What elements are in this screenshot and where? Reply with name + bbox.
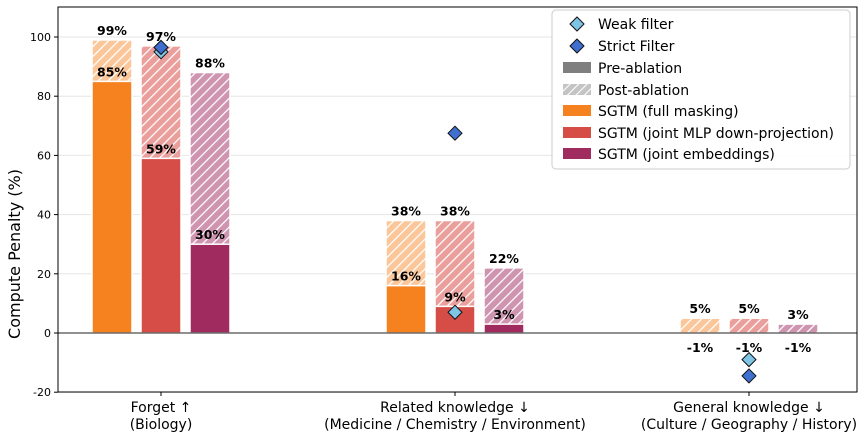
category-sublabel: (Biology)	[130, 417, 193, 433]
post-ablation-label: 5%	[738, 301, 760, 316]
y-tick-label: 80	[37, 90, 51, 103]
legend: Weak filter Strict Filter Pre-ablation P…	[551, 9, 851, 170]
weak-filter-marker	[741, 351, 757, 368]
strict-filter-marker	[153, 39, 169, 56]
pre-ablation-label: 3%	[493, 307, 515, 322]
weak-filter-marker	[447, 304, 463, 320]
legend-pre-swatch	[563, 62, 591, 73]
legend-pre-label: Pre-ablation	[598, 61, 682, 77]
y-tick-label: 40	[37, 209, 51, 222]
y-axis-ticks: -20 0 20 40 60 80 100	[30, 31, 58, 399]
pre-ablation-bar	[140, 157, 182, 334]
legend-strict-marker	[569, 38, 585, 54]
pre-ablation-label: 30%	[195, 227, 225, 242]
category-sublabel: (Culture / Geography / History)	[641, 417, 857, 433]
legend-weak-label: Weak filter	[598, 17, 674, 33]
category-label: Related knowledge ↓	[380, 400, 530, 416]
axes-frame	[57, 6, 858, 393]
legend-strict-label: Strict Filter	[598, 39, 675, 55]
category-sublabel: (Medicine / Chemistry / Environment)	[324, 417, 586, 433]
y-tick-label: 60	[37, 149, 51, 162]
bars	[91, 39, 819, 334]
legend-s1-label: SGTM (full masking)	[598, 104, 739, 120]
pre-ablation-label: 85%	[97, 64, 127, 79]
legend-s1-swatch	[563, 105, 591, 116]
filter-markers	[153, 39, 757, 384]
pre-ablation-bar	[189, 243, 231, 334]
post-ablation-label: 3%	[787, 307, 809, 322]
strict-filter-marker	[741, 368, 757, 384]
pre-ablation-label: -1%	[687, 340, 714, 355]
y-axis-label: Compute Penalty (%)	[5, 169, 24, 339]
legend-post-label: Post-ablation	[598, 83, 689, 99]
pre-ablation-label: -1%	[736, 340, 763, 355]
legend-s3-label: SGTM (joint embeddings)	[598, 147, 775, 163]
post-ablation-bar	[679, 317, 721, 334]
legend-box	[551, 9, 851, 170]
post-ablation-label: 97%	[146, 29, 176, 44]
post-ablation-label: 22%	[489, 251, 519, 266]
post-ablation-label: 99%	[97, 23, 127, 38]
post-ablation-label: 88%	[195, 56, 225, 71]
pre-ablation-bar	[385, 284, 427, 334]
category-label: Forget ↑	[131, 400, 192, 416]
x-axis-labels: Forget ↑(Biology) Related knowledge ↓(Med…	[130, 392, 857, 433]
legend-weak-marker	[569, 16, 585, 32]
post-ablation-label: 38%	[440, 204, 470, 219]
pre-ablation-label: -1%	[785, 340, 812, 355]
category-label: General knowledge ↓	[673, 400, 825, 416]
post-ablation-bar	[483, 267, 525, 334]
pre-ablation-label: 9%	[444, 289, 466, 304]
pre-ablation-label: 59%	[146, 141, 176, 156]
legend-post-swatch	[563, 84, 591, 95]
pre-ablation-bar	[91, 80, 133, 334]
y-tick-label: 0	[44, 327, 51, 340]
pre-ablation-label: 16%	[391, 269, 421, 284]
y-tick-label: 100	[30, 31, 51, 44]
legend-s3-swatch	[563, 148, 591, 159]
y-tick-label: -20	[33, 386, 51, 399]
post-ablation-bar	[728, 317, 770, 334]
post-ablation-label: 38%	[391, 204, 421, 219]
post-ablation-label: 5%	[689, 301, 711, 316]
data-labels: 99% 85% 97% 59% 88% 30% 38% 16% 38% 9% 22% 3% 5% -1% 5…	[97, 23, 812, 355]
strict-filter-marker	[447, 125, 463, 141]
legend-s2-label: SGTM (joint MLP down-projection)	[598, 126, 834, 142]
legend-s2-swatch	[563, 127, 591, 138]
post-ablation-bar	[777, 323, 819, 334]
y-tick-label: 20	[37, 268, 51, 281]
pre-ablation-bar	[483, 323, 525, 334]
